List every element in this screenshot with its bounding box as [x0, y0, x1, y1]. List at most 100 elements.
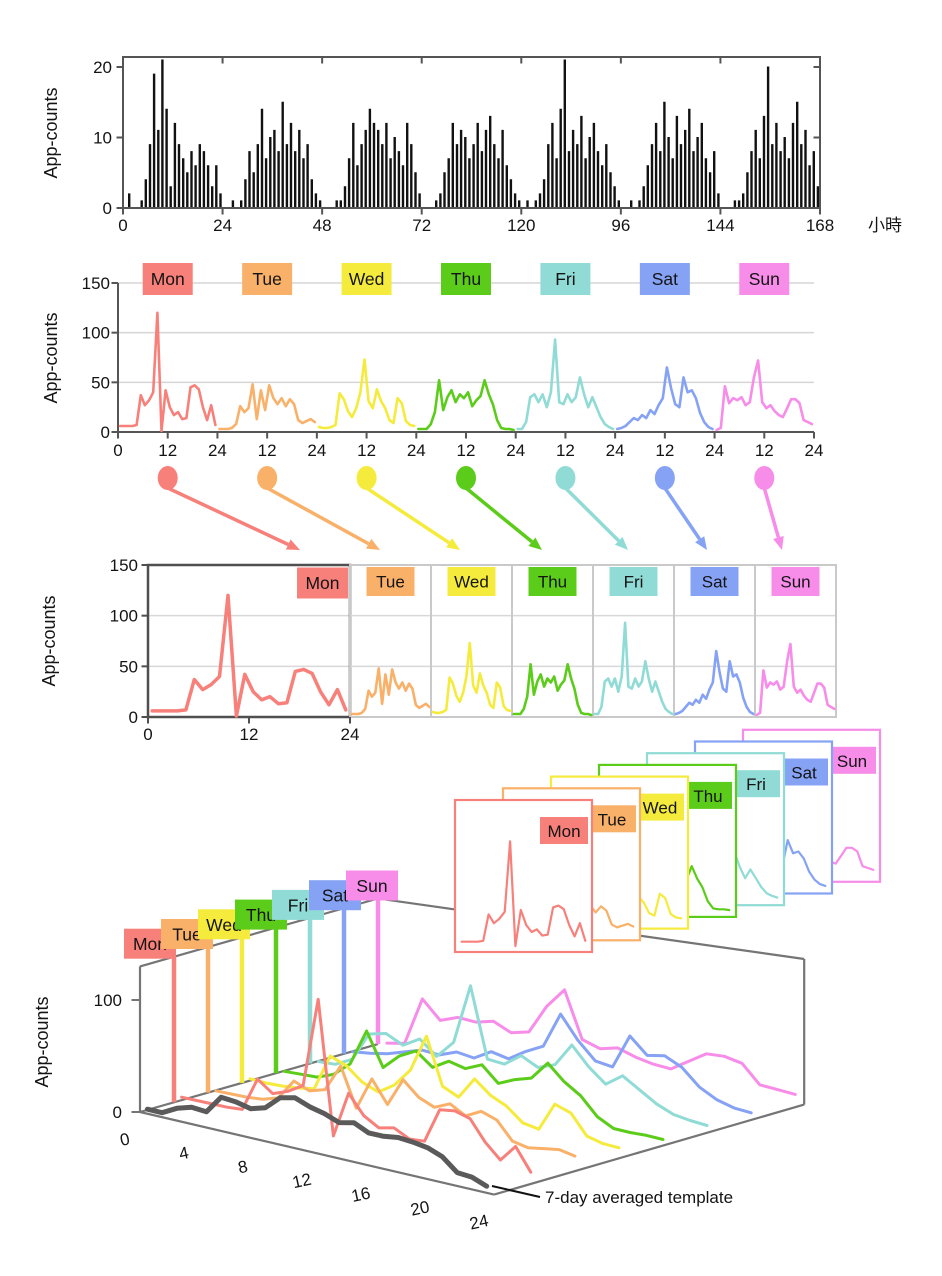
overlay-x-tick-label: 24 — [407, 441, 426, 460]
w3d-y-tick-label: 0 — [113, 1103, 122, 1122]
w3d-x-tick-label: 0 — [118, 1129, 131, 1150]
cell-chip-label-Wed: Wed — [454, 573, 489, 592]
cell-frame-Sun — [754, 564, 837, 718]
arrow-head-Tue — [366, 538, 380, 550]
day-card-chip-label-Sat: Sat — [791, 764, 817, 783]
w3d-y-tick-label: 100 — [94, 991, 122, 1010]
day-chip-Sun — [739, 263, 790, 295]
overlay-line-Sat — [615, 366, 714, 431]
day-chip-Sat — [639, 263, 690, 295]
raw-y-tick-label: 0 — [103, 199, 112, 218]
overlay-line-Wed — [317, 358, 416, 430]
cell-line-Tue — [350, 667, 431, 716]
cell-line-Sat — [674, 649, 755, 716]
w3d-x-tick-label: 16 — [350, 1183, 372, 1206]
arrow-head-Thu — [528, 537, 542, 550]
day-card-chip-Fri — [732, 770, 780, 798]
grid-y-tick-label: 50 — [119, 657, 138, 676]
cell-chip-label-Fri: Fri — [624, 573, 644, 592]
overlay-x-tick-label: 0 — [113, 441, 122, 460]
overlay-x-tick-label: 24 — [606, 441, 625, 460]
arrow-shaft-Sun — [762, 487, 781, 538]
overlay-y-tick-label: 100 — [82, 324, 110, 343]
arrow-shaft-Sat — [663, 487, 702, 541]
arrow-dot-Sun — [754, 466, 775, 490]
raw-x-tick-label: 120 — [507, 216, 535, 235]
overlay-y-tick-label: 0 — [101, 423, 110, 442]
overlay-x-tick-label: 12 — [357, 441, 376, 460]
overlay-y-axis-title: App-counts — [41, 312, 61, 403]
w3d-x-tick-label: 24 — [468, 1211, 490, 1234]
cell-line-Wed — [431, 641, 512, 715]
w3d-line-Sun — [385, 988, 797, 1096]
overlay-x-tick-label: 12 — [258, 441, 277, 460]
raw-x-tick-label: 72 — [412, 216, 431, 235]
cell-chip-Sat — [690, 567, 739, 596]
w3d-chip-label-Sun: Sun — [356, 876, 387, 896]
cell-chip-Wed — [447, 567, 496, 596]
overlay-y-tick-label: 50 — [91, 373, 110, 392]
cards-stack: Sun Sat Fri Thu Wed Tue Mon — [453, 728, 882, 954]
arrow-head-Mon — [285, 539, 300, 550]
cell-chip-label-Thu: Thu — [538, 573, 567, 592]
overlay-x-tick-label: 24 — [805, 441, 824, 460]
w3d-chip-label-Tue: Tue — [172, 925, 202, 945]
arrow-head-Sun — [773, 536, 784, 550]
day-card-chip-Sat — [780, 758, 828, 786]
w3d-x-tick-label: 4 — [177, 1143, 190, 1164]
w3d-x-tick-label: 8 — [236, 1157, 249, 1178]
cell-chip-label-Sat: Sat — [702, 573, 728, 592]
raw-plot-frame — [122, 56, 821, 209]
cell-line-Mon — [150, 593, 348, 718]
grid-y-tick-label: 150 — [110, 556, 138, 575]
day-card-line-Mon — [460, 840, 587, 948]
day-chip-Fri — [540, 263, 591, 295]
overlay-x-tick-label: 12 — [457, 441, 476, 460]
panel-daily-grid: 0 50 100 150 0 12 24 Mon Tue Wed Thu Fri Sat Sun — [110, 556, 837, 744]
overlay-x-tick-label: 24 — [208, 441, 227, 460]
grid-x-tick-label: 24 — [341, 725, 360, 744]
day-chip-label-Tue: Tue — [252, 269, 282, 289]
overlay-line-Sun — [715, 359, 814, 432]
cell-line-Sun — [755, 642, 836, 717]
overlay-x-tick-label: 12 — [556, 441, 575, 460]
overlay-line-Mon — [118, 311, 217, 433]
day-chip-label-Thu: Thu — [451, 269, 481, 289]
arrow-head-Fri — [614, 536, 628, 550]
cell-chip-label-Mon: Mon — [305, 573, 339, 593]
overlay-y-tick-label: 150 — [82, 274, 110, 293]
day-card-chip-Mon — [540, 817, 588, 844]
overlay-x-tick-label: 24 — [506, 441, 525, 460]
day-chip-label-Sun: Sun — [749, 269, 780, 289]
day-card-chip-label-Thu: Thu — [693, 787, 722, 806]
day-card-Mon: Mon — [453, 798, 594, 954]
grid-y-axis-title: App-counts — [39, 595, 59, 686]
grid-y-tick-label: 0 — [129, 708, 138, 727]
overlay-line-Tue — [218, 382, 317, 431]
cell-chip-Sun — [771, 567, 820, 596]
raw-x-tick-label: 48 — [313, 216, 332, 235]
day-chip-Mon — [142, 263, 193, 295]
day-chip-Wed — [341, 263, 392, 295]
cell-chip-Fri — [609, 567, 658, 596]
arrow-dot-Mon — [157, 466, 178, 490]
day-chip-label-Wed: Wed — [349, 269, 385, 289]
raw-x-tick-label: 144 — [706, 216, 734, 235]
w3d-line-Wed — [248, 1034, 621, 1150]
day-card-chip-Sun — [828, 746, 876, 774]
arrow-dot-Wed — [356, 466, 377, 490]
day-chip-label-Sat: Sat — [652, 269, 678, 289]
cell-chip-Mon — [297, 567, 348, 599]
3d-y-axis-title: App-counts — [32, 996, 52, 1087]
w3d-template-line — [144, 1094, 490, 1189]
arrow-shaft-Thu — [464, 486, 534, 544]
w3d-line-Fri — [316, 984, 709, 1127]
overlay-x-tick-label: 12 — [755, 441, 774, 460]
day-card-chip-Wed — [636, 793, 684, 821]
day-card-chip-label-Tue: Tue — [598, 810, 627, 829]
raw-x-unit-label: 小時 — [868, 216, 902, 235]
cell-chip-Thu — [528, 567, 577, 596]
day-card-chip-label-Wed: Wed — [643, 799, 678, 818]
